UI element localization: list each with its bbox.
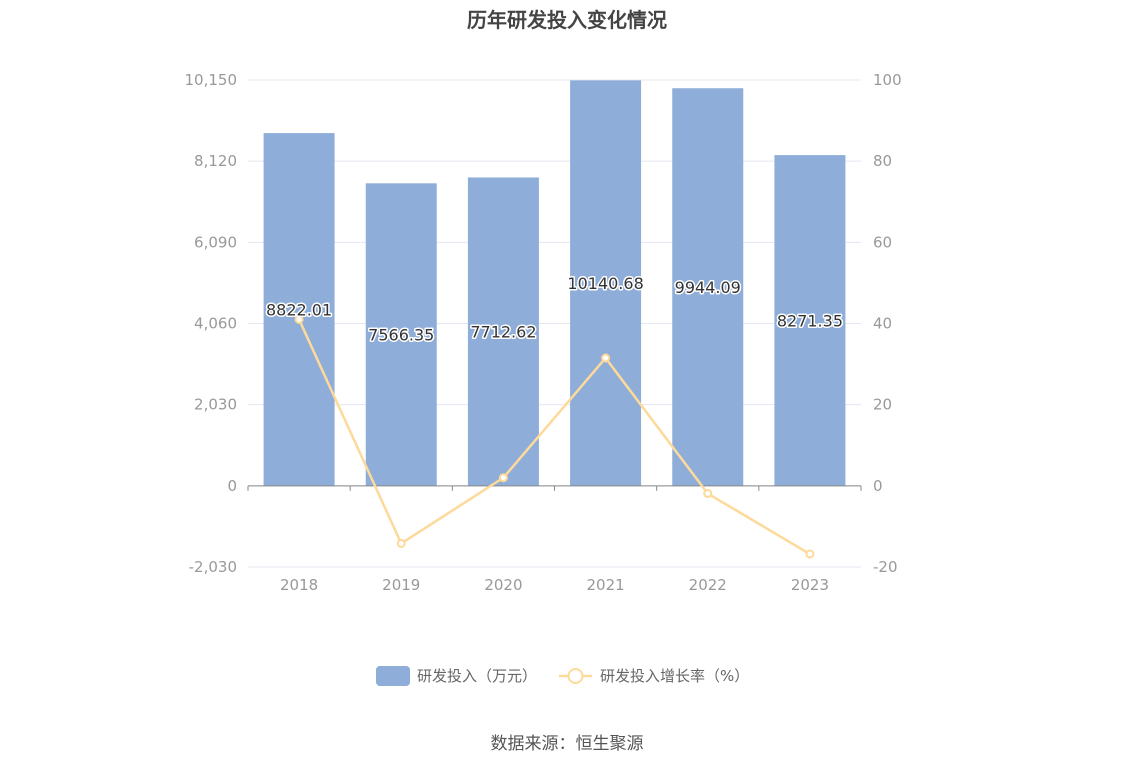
legend-label: 研发投入增长率（%） xyxy=(600,667,749,685)
bar xyxy=(570,80,642,486)
y-left-tick-label: 2,030 xyxy=(194,396,237,414)
y-left-tick-label: -2,030 xyxy=(189,558,237,576)
bar-value-label: 10140.68 xyxy=(567,274,643,293)
y-right-tick-label: 60 xyxy=(873,233,892,251)
legend[interactable]: 研发投入（万元） 研发投入增长率（%） xyxy=(376,666,749,686)
bar-value-label: 7566.35 xyxy=(368,326,434,345)
bar-value-label: 8822.01 xyxy=(266,300,332,319)
x-tick-label: 2023 xyxy=(791,576,829,594)
growth-point xyxy=(396,538,406,548)
grid-lines xyxy=(248,79,861,568)
x-tick-label: 2019 xyxy=(382,576,420,594)
y-left-tick-label: 0 xyxy=(227,477,237,495)
legend-line-marker xyxy=(567,668,584,684)
x-tick-label: 2022 xyxy=(689,576,727,594)
bar-value-label: 7712.62 xyxy=(470,323,536,342)
bar-value-label: 8271.35 xyxy=(777,311,843,330)
y-right-tick-label: 100 xyxy=(873,71,902,89)
line-series xyxy=(294,314,815,559)
bar xyxy=(672,88,744,486)
x-tick-label: 2020 xyxy=(484,576,522,594)
y-right-tick-label: 80 xyxy=(873,152,892,170)
chart-title: 历年研发投入变化情况 xyxy=(467,8,667,32)
y-left-tick-label: 6,090 xyxy=(194,233,237,251)
y-left-tick-label: 8,120 xyxy=(194,152,237,170)
y-right-tick-label: 0 xyxy=(873,477,883,495)
x-axis-ticks: 2018 2019 2020 2021 2022 2023 xyxy=(280,576,829,594)
bar-value-label: 9944.09 xyxy=(675,278,741,297)
y-right-tick-label: -20 xyxy=(873,558,898,576)
growth-point xyxy=(703,489,713,499)
bar xyxy=(467,177,539,486)
y-right-tick-label: 20 xyxy=(873,396,892,414)
bar-labels: 8822.01 7566.35 7712.62 10140.68 9944.09 8271… xyxy=(264,273,844,346)
y-axis-right: -20 0 20 40 60 80 100 xyxy=(873,71,902,576)
bar xyxy=(365,183,437,486)
growth-point xyxy=(294,314,304,324)
legend-label: 研发投入（万元） xyxy=(417,667,537,685)
legend-item-bar[interactable]: 研发投入（万元） xyxy=(376,666,537,686)
y-left-tick-label: 4,060 xyxy=(194,315,237,333)
growth-point xyxy=(805,549,815,559)
y-left-tick-label: 10,150 xyxy=(185,71,238,89)
growth-line xyxy=(297,318,811,556)
bar xyxy=(774,155,846,486)
data-source: 数据来源：恒生聚源 xyxy=(490,734,644,754)
x-tick-label: 2018 xyxy=(280,576,318,594)
legend-bar-swatch xyxy=(376,666,410,686)
growth-point xyxy=(601,353,611,363)
y-right-tick-label: 40 xyxy=(873,315,892,333)
bar-series xyxy=(263,80,846,486)
x-tick-label: 2021 xyxy=(586,576,624,594)
legend-item-line[interactable]: 研发投入增长率（%） xyxy=(559,667,749,685)
bar xyxy=(263,133,335,486)
growth-point xyxy=(498,473,508,483)
x-axis xyxy=(247,485,862,491)
y-axis-left: -2,030 0 2,030 4,060 6,090 8,120 10,150 xyxy=(185,71,238,576)
